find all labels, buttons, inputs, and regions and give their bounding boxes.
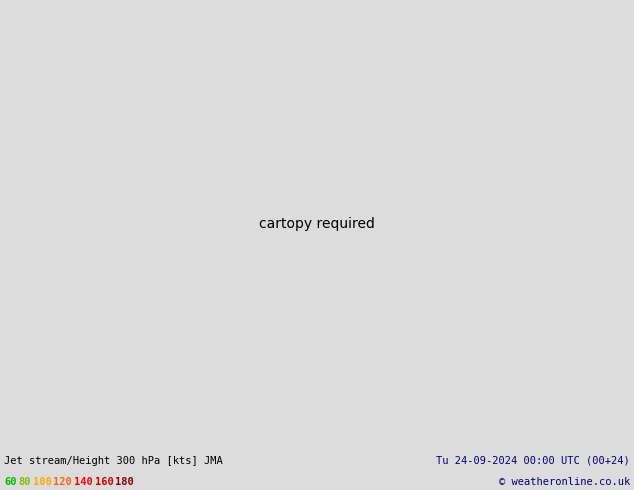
Text: 160: 160 bbox=[94, 477, 113, 487]
Text: 140: 140 bbox=[74, 477, 93, 487]
Text: 60: 60 bbox=[4, 477, 16, 487]
Text: 100: 100 bbox=[33, 477, 51, 487]
Text: Jet stream/Height 300 hPa [kts] JMA: Jet stream/Height 300 hPa [kts] JMA bbox=[4, 456, 223, 466]
Text: © weatheronline.co.uk: © weatheronline.co.uk bbox=[499, 477, 630, 487]
Text: 120: 120 bbox=[53, 477, 72, 487]
Text: Tu 24-09-2024 00:00 UTC (00+24): Tu 24-09-2024 00:00 UTC (00+24) bbox=[436, 456, 630, 466]
Text: cartopy required: cartopy required bbox=[259, 217, 375, 231]
Text: 180: 180 bbox=[115, 477, 134, 487]
Text: 80: 80 bbox=[18, 477, 31, 487]
